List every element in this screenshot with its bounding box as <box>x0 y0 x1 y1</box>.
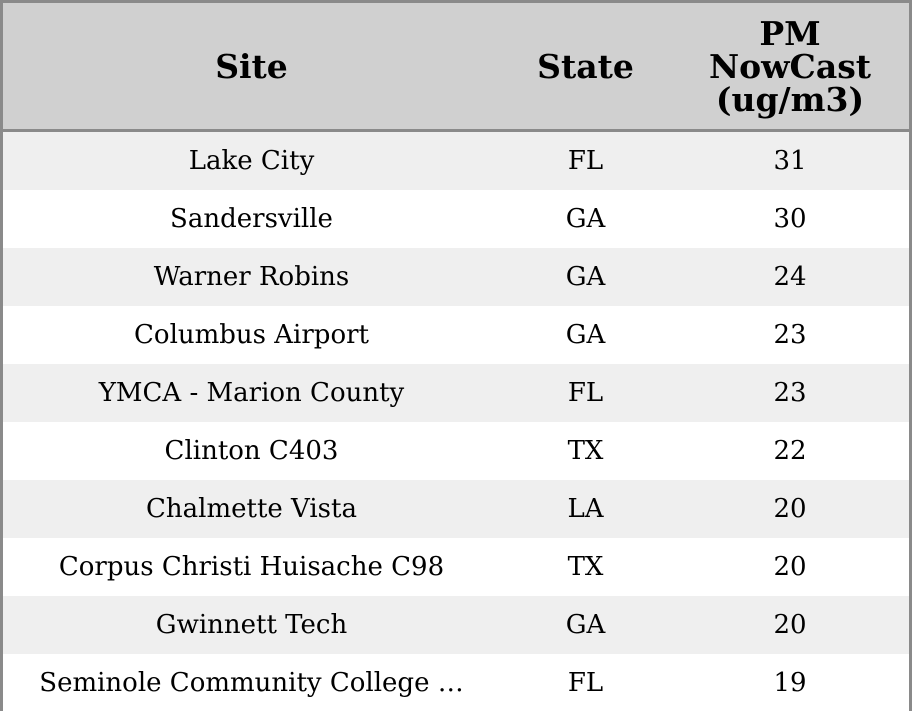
cell-site: Columbus Airport <box>3 306 500 364</box>
header-row: Site State PM NowCast (ug/m3) <box>3 3 909 131</box>
header-pm-line-1: PM <box>671 17 909 50</box>
cell-pm: 22 <box>671 422 909 480</box>
cell-site: Corpus Christi Huisache C98 <box>3 538 500 596</box>
cell-pm: 24 <box>671 248 909 306</box>
header-pm-line-2: NowCast <box>671 50 909 83</box>
cell-state: TX <box>500 422 671 480</box>
header-site: Site <box>3 3 500 131</box>
cell-site: Warner Robins <box>3 248 500 306</box>
table-row: Clinton C403 TX 22 <box>3 422 909 480</box>
cell-pm: 19 <box>671 654 909 712</box>
cell-site: Gwinnett Tech <box>3 596 500 654</box>
table-header: Site State PM NowCast (ug/m3) <box>3 3 909 131</box>
cell-pm: 30 <box>671 190 909 248</box>
cell-site: YMCA - Marion County <box>3 364 500 422</box>
cell-state: GA <box>500 596 671 654</box>
cell-pm: 23 <box>671 364 909 422</box>
header-pm-nowcast: PM NowCast (ug/m3) <box>671 3 909 131</box>
cell-state: GA <box>500 306 671 364</box>
pm-nowcast-table: Site State PM NowCast (ug/m3) Lake City … <box>3 3 909 712</box>
table-body: Lake City FL 31 Sandersville GA 30 Warne… <box>3 131 909 712</box>
cell-pm: 31 <box>671 131 909 191</box>
cell-pm: 20 <box>671 480 909 538</box>
table-row: Chalmette Vista LA 20 <box>3 480 909 538</box>
cell-state: FL <box>500 131 671 191</box>
table-row: Sandersville GA 30 <box>3 190 909 248</box>
table-row: Columbus Airport GA 23 <box>3 306 909 364</box>
cell-state: FL <box>500 364 671 422</box>
cell-state: LA <box>500 480 671 538</box>
table-row: Gwinnett Tech GA 20 <box>3 596 909 654</box>
cell-site: Lake City <box>3 131 500 191</box>
cell-state: FL <box>500 654 671 712</box>
header-state: State <box>500 3 671 131</box>
table-row: Warner Robins GA 24 <box>3 248 909 306</box>
cell-pm: 20 <box>671 596 909 654</box>
cell-pm: 20 <box>671 538 909 596</box>
table-row: Lake City FL 31 <box>3 131 909 191</box>
cell-state: TX <box>500 538 671 596</box>
cell-site: Seminole Community College … <box>3 654 500 712</box>
table-row: YMCA - Marion County FL 23 <box>3 364 909 422</box>
cell-site: Clinton C403 <box>3 422 500 480</box>
cell-pm: 23 <box>671 306 909 364</box>
header-pm-line-3: (ug/m3) <box>671 83 909 116</box>
table-row: Seminole Community College … FL 19 <box>3 654 909 712</box>
cell-state: GA <box>500 190 671 248</box>
cell-site: Chalmette Vista <box>3 480 500 538</box>
table-row: Corpus Christi Huisache C98 TX 20 <box>3 538 909 596</box>
cell-state: GA <box>500 248 671 306</box>
cell-site: Sandersville <box>3 190 500 248</box>
